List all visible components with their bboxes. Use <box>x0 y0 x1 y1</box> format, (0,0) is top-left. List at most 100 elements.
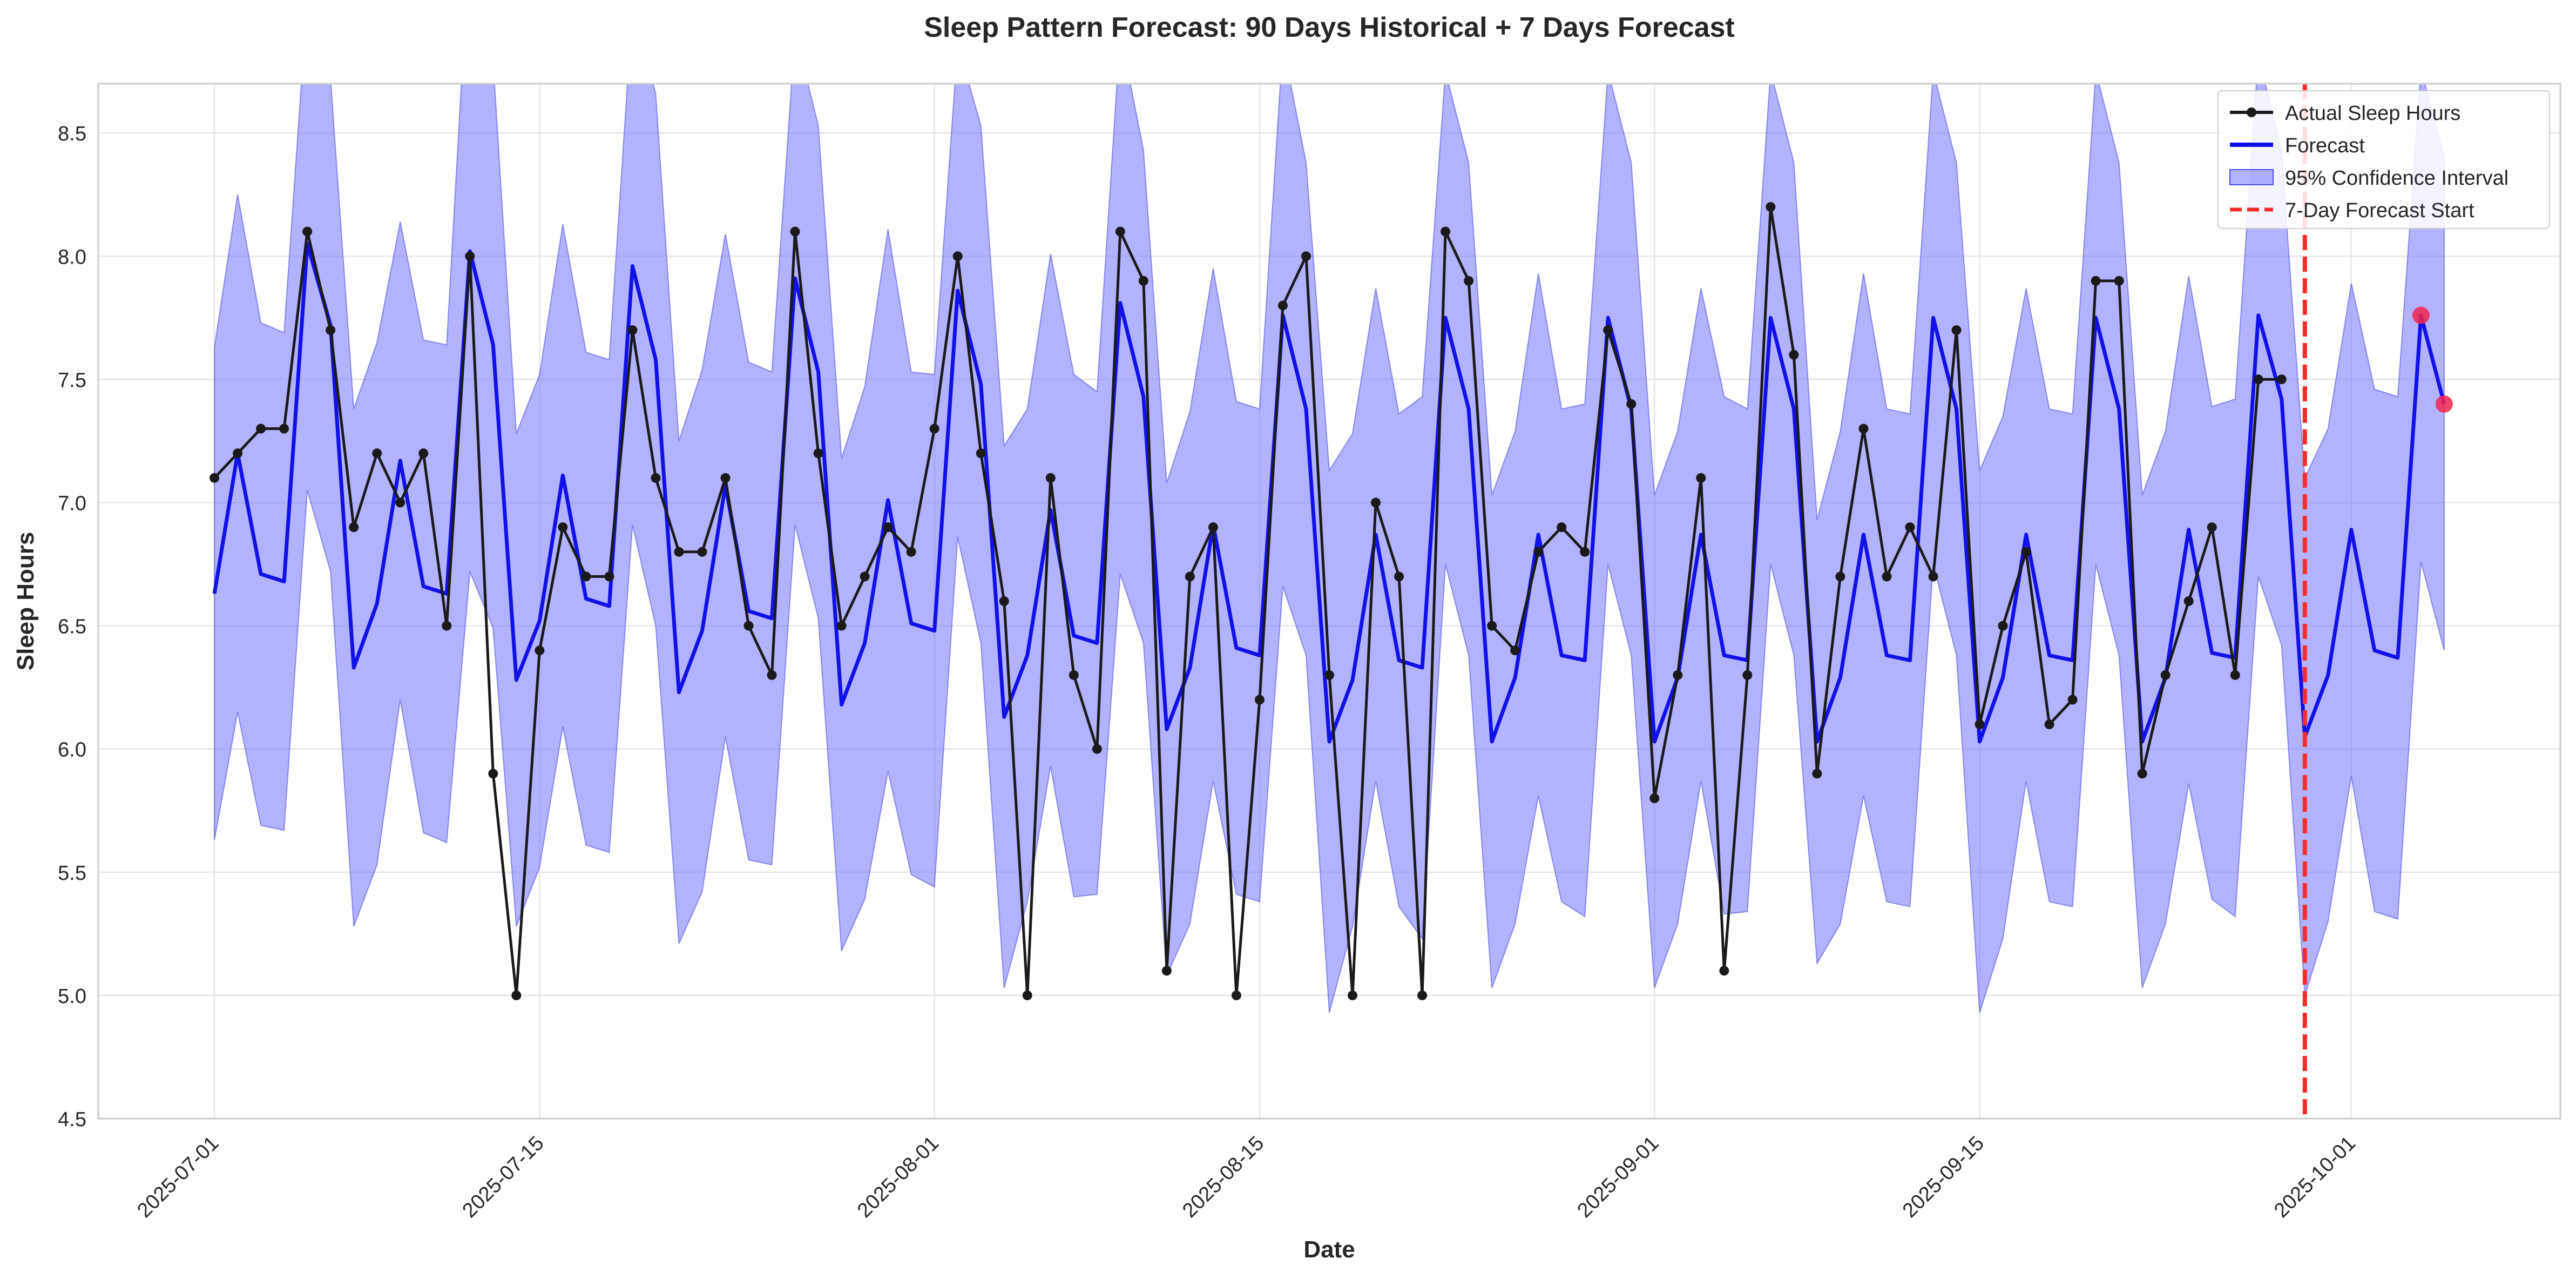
x-tick-labels: 2025-07-01 2025-07-15 2025-08-01 2025-08-15… <box>133 1132 2360 1222</box>
actual-point <box>952 251 963 261</box>
y-tick-label: 8.0 <box>58 246 86 268</box>
actual-point <box>999 596 1009 606</box>
actual-point <box>1069 670 1079 680</box>
actual-point <box>1742 670 1753 680</box>
actual-point <box>2183 596 2194 606</box>
actual-point <box>1371 497 1381 508</box>
confidence-band <box>214 84 2445 1013</box>
actual-point <box>790 226 800 237</box>
actual-point <box>209 473 220 483</box>
y-tick-label: 5.0 <box>58 985 86 1008</box>
forecast-marker <box>2435 395 2453 413</box>
x-tick-label: 2025-07-01 <box>133 1132 223 1222</box>
actual-point <box>1905 522 1915 533</box>
actual-point <box>326 325 336 335</box>
actual-point <box>2091 275 2101 286</box>
legend: Actual Sleep Hours Forecast 95% Confiden… <box>2217 90 2550 229</box>
actual-point <box>233 448 243 459</box>
actual-point <box>465 251 475 261</box>
actual-point <box>697 547 707 557</box>
actual-point <box>1138 275 1148 286</box>
actual-point <box>279 423 289 434</box>
actual-point <box>2114 275 2124 286</box>
actual-point <box>1649 793 1660 803</box>
actual-point <box>442 621 452 631</box>
legend-ci-label: 95% Confidence Interval <box>2285 167 2509 190</box>
legend-actual-marker <box>2247 107 2256 117</box>
actual-point <box>1231 990 1241 1000</box>
chart-title: Sleep Pattern Forecast: 90 Days Historic… <box>924 12 1734 43</box>
actual-point <box>2230 670 2240 680</box>
actual-point <box>1301 251 1311 261</box>
forecast-markers <box>2412 306 2453 413</box>
actual-point <box>1882 571 1892 582</box>
actual-point <box>418 448 429 459</box>
actual-point <box>743 621 754 631</box>
actual-point <box>1441 226 1451 237</box>
actual-point <box>1812 769 1822 779</box>
actual-point <box>1185 571 1195 582</box>
actual-point <box>2021 547 2031 557</box>
actual-point <box>1045 473 1056 483</box>
actual-point <box>1858 423 1869 434</box>
actual-point <box>1951 325 1962 335</box>
actual-series <box>209 202 2287 1000</box>
actual-point <box>535 645 545 656</box>
actual-point <box>883 522 893 533</box>
actual-point <box>1161 966 1172 976</box>
actual-point <box>929 423 939 434</box>
forecast-marker <box>2412 306 2430 324</box>
actual-point <box>720 473 731 483</box>
actual-point <box>1510 645 1520 656</box>
y-tick-label: 6.5 <box>58 616 86 638</box>
actual-point <box>1580 547 1590 557</box>
actual-point <box>1464 275 1474 286</box>
actual-point <box>1348 990 1358 1000</box>
legend-box <box>2217 90 2550 229</box>
y-tick-label: 4.5 <box>58 1108 86 1131</box>
actual-point <box>813 448 823 459</box>
x-tick-label: 2025-09-01 <box>1573 1132 1663 1222</box>
y-tick-label: 5.5 <box>58 862 86 885</box>
actual-point <box>1603 325 1613 335</box>
actual-point <box>906 547 916 557</box>
x-axis-label: Date <box>1303 1236 1355 1263</box>
y-tick-label: 6.0 <box>58 739 86 762</box>
x-tick-label: 2025-10-01 <box>2270 1132 2360 1222</box>
actual-point <box>1766 202 1776 212</box>
y-axis-label: Sleep Hours <box>12 532 39 671</box>
actual-point <box>1789 349 1799 360</box>
actual-point <box>1673 670 1683 680</box>
actual-point <box>604 571 614 582</box>
actual-point <box>651 473 661 483</box>
actual-point <box>488 769 498 779</box>
y-tick-labels: 4.5 5.0 5.5 6.0 6.5 7.0 7.5 8.0 8.5 <box>58 123 86 1131</box>
y-tick-label: 7.0 <box>58 493 86 515</box>
actual-point <box>1626 399 1637 409</box>
actual-point <box>558 522 568 533</box>
actual-point <box>1975 719 1985 730</box>
actual-point <box>2207 522 2217 533</box>
actual-point <box>1022 990 1032 1000</box>
legend-vline-label: 7-Day Forecast Start <box>2285 199 2474 222</box>
actual-point <box>2253 374 2263 385</box>
actual-point <box>1277 300 1288 311</box>
actual-point <box>1998 621 2008 631</box>
actual-point <box>627 325 638 335</box>
actual-point <box>511 990 522 1000</box>
actual-point <box>349 522 359 533</box>
actual-point <box>395 497 405 508</box>
y-tick-label: 7.5 <box>58 369 86 392</box>
actual-point <box>581 571 591 582</box>
forecast-line <box>212 242 2446 744</box>
actual-point <box>2137 769 2147 779</box>
actual-point <box>1092 744 1102 754</box>
y-tick-label: 8.5 <box>58 123 86 145</box>
x-tick-label: 2025-08-01 <box>853 1132 943 1222</box>
actual-line <box>213 205 2282 997</box>
x-tick-label: 2025-07-15 <box>458 1132 549 1222</box>
actual-point <box>1928 571 1938 582</box>
actual-point <box>1208 522 1218 533</box>
actual-point <box>1115 226 1125 237</box>
